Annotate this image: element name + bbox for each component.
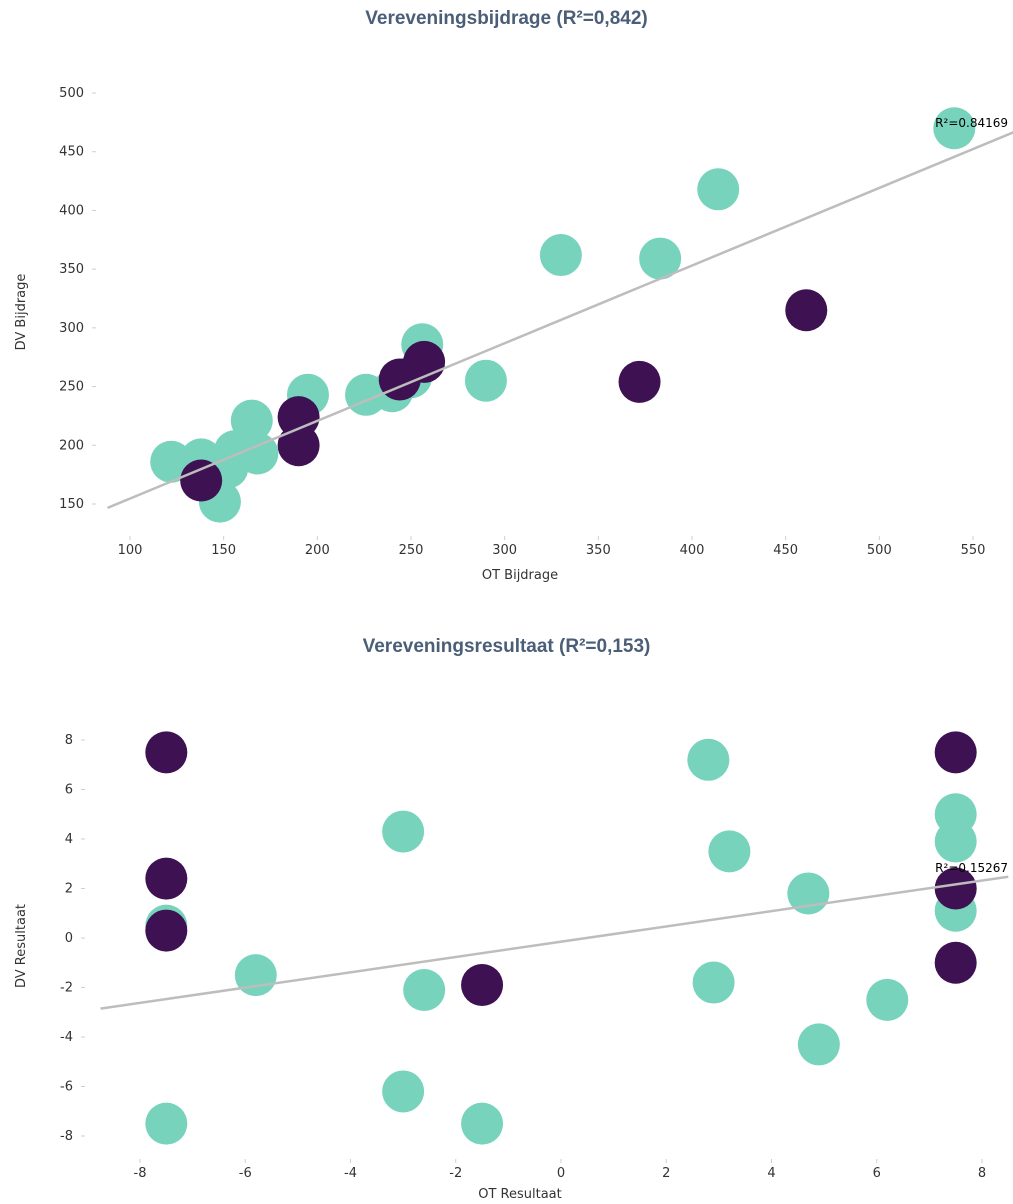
r-squared-label: R²=0.84169	[935, 116, 1008, 130]
data-point-purple[interactable]	[277, 424, 320, 467]
trendline	[100, 875, 1009, 1010]
x-tick-label: 2	[662, 1166, 670, 1181]
data-point-mint[interactable]	[382, 810, 425, 853]
data-point-mint[interactable]	[639, 237, 682, 280]
x-tick-label: -8	[134, 1166, 147, 1181]
y-tick-label: 250	[59, 380, 84, 395]
x-tick-label: 450	[773, 543, 798, 558]
y-tick-label: 6	[65, 783, 73, 798]
x-tick-label: 150	[211, 543, 236, 558]
y-axis-label: DV Bijdrage	[14, 274, 29, 351]
data-point-mint[interactable]	[382, 1070, 425, 1113]
plot-area	[107, 107, 1013, 523]
x-tick-label: 400	[680, 543, 705, 558]
y-tick-label: 8	[65, 733, 73, 748]
x-tick-label: 0	[557, 1166, 565, 1181]
y-tick-label: 300	[59, 321, 84, 336]
data-point-purple[interactable]	[145, 731, 188, 774]
data-point-purple[interactable]	[934, 867, 977, 910]
y-tick-label: -8	[60, 1129, 73, 1144]
data-point-mint[interactable]	[933, 107, 976, 150]
data-point-mint[interactable]	[697, 168, 740, 211]
x-tick-label: -2	[449, 1166, 462, 1181]
x-tick-label: 8	[978, 1166, 986, 1181]
y-tick-label: 150	[59, 497, 84, 512]
y-tick-label: 4	[65, 832, 73, 847]
y-tick-label: 400	[59, 203, 84, 218]
chart-title-resultaat: Vereveningsresultaat (R²=0,153)	[362, 636, 651, 657]
y-tick-label: -6	[60, 1080, 73, 1095]
scatter-chart-bijdrage: 150 200 250 300 350 400 450 500 100 150 200 250 300 3…	[14, 86, 1013, 583]
data-point-purple[interactable]	[934, 941, 977, 984]
y-tick-label: 450	[59, 145, 84, 160]
data-point-purple[interactable]	[145, 909, 188, 952]
data-point-mint[interactable]	[461, 1102, 504, 1145]
x-tick-label: 500	[867, 543, 892, 558]
y-tick-label: 350	[59, 262, 84, 277]
x-tick-label: -6	[239, 1166, 252, 1181]
x-tick-label: 250	[399, 543, 424, 558]
trendline	[107, 131, 1013, 510]
data-point-purple[interactable]	[461, 964, 504, 1007]
r-squared-label: R²=0.15267	[935, 861, 1008, 875]
data-point-mint[interactable]	[539, 234, 582, 277]
data-point-mint[interactable]	[687, 738, 730, 781]
y-axis-label: DV Resultaat	[14, 904, 29, 988]
x-tick-label: 100	[118, 543, 143, 558]
y-tick-label: 500	[59, 86, 84, 101]
data-point-mint[interactable]	[145, 1102, 188, 1145]
data-point-purple[interactable]	[618, 360, 661, 403]
y-tick-label: -4	[60, 1030, 73, 1045]
x-tick-label: 350	[586, 543, 611, 558]
x-axis-label: OT Resultaat	[478, 1187, 562, 1202]
data-point-mint[interactable]	[230, 399, 273, 442]
data-point-mint[interactable]	[708, 830, 751, 873]
data-point-mint[interactable]	[403, 968, 446, 1011]
x-tick-label: 550	[961, 543, 986, 558]
y-tick-label: 200	[59, 438, 84, 453]
x-tick-label: 6	[873, 1166, 881, 1181]
y-tick-label: 2	[65, 882, 73, 897]
data-point-purple[interactable]	[934, 731, 977, 774]
data-point-purple[interactable]	[145, 857, 188, 900]
x-tick-label: -4	[344, 1166, 357, 1181]
x-tick-label: 200	[305, 543, 330, 558]
data-point-mint[interactable]	[866, 978, 909, 1021]
x-tick-label: 300	[492, 543, 517, 558]
data-point-purple[interactable]	[785, 289, 828, 332]
data-point-mint[interactable]	[692, 961, 735, 1004]
x-axis-label: OT Bijdrage	[482, 568, 558, 583]
data-point-mint[interactable]	[934, 820, 977, 863]
data-point-mint[interactable]	[236, 432, 279, 475]
x-tick-label: 4	[767, 1166, 775, 1181]
y-tick-label: 0	[65, 931, 73, 946]
chart-title-bijdrage: Vereveningsbijdrage (R²=0,842)	[365, 8, 648, 29]
data-point-purple[interactable]	[180, 459, 223, 502]
plot-area	[100, 731, 1009, 1145]
data-point-mint[interactable]	[150, 440, 193, 483]
data-point-mint[interactable]	[464, 359, 507, 402]
y-tick-label: -2	[60, 981, 73, 996]
data-point-mint[interactable]	[797, 1023, 840, 1066]
data-point-mint[interactable]	[234, 954, 277, 997]
